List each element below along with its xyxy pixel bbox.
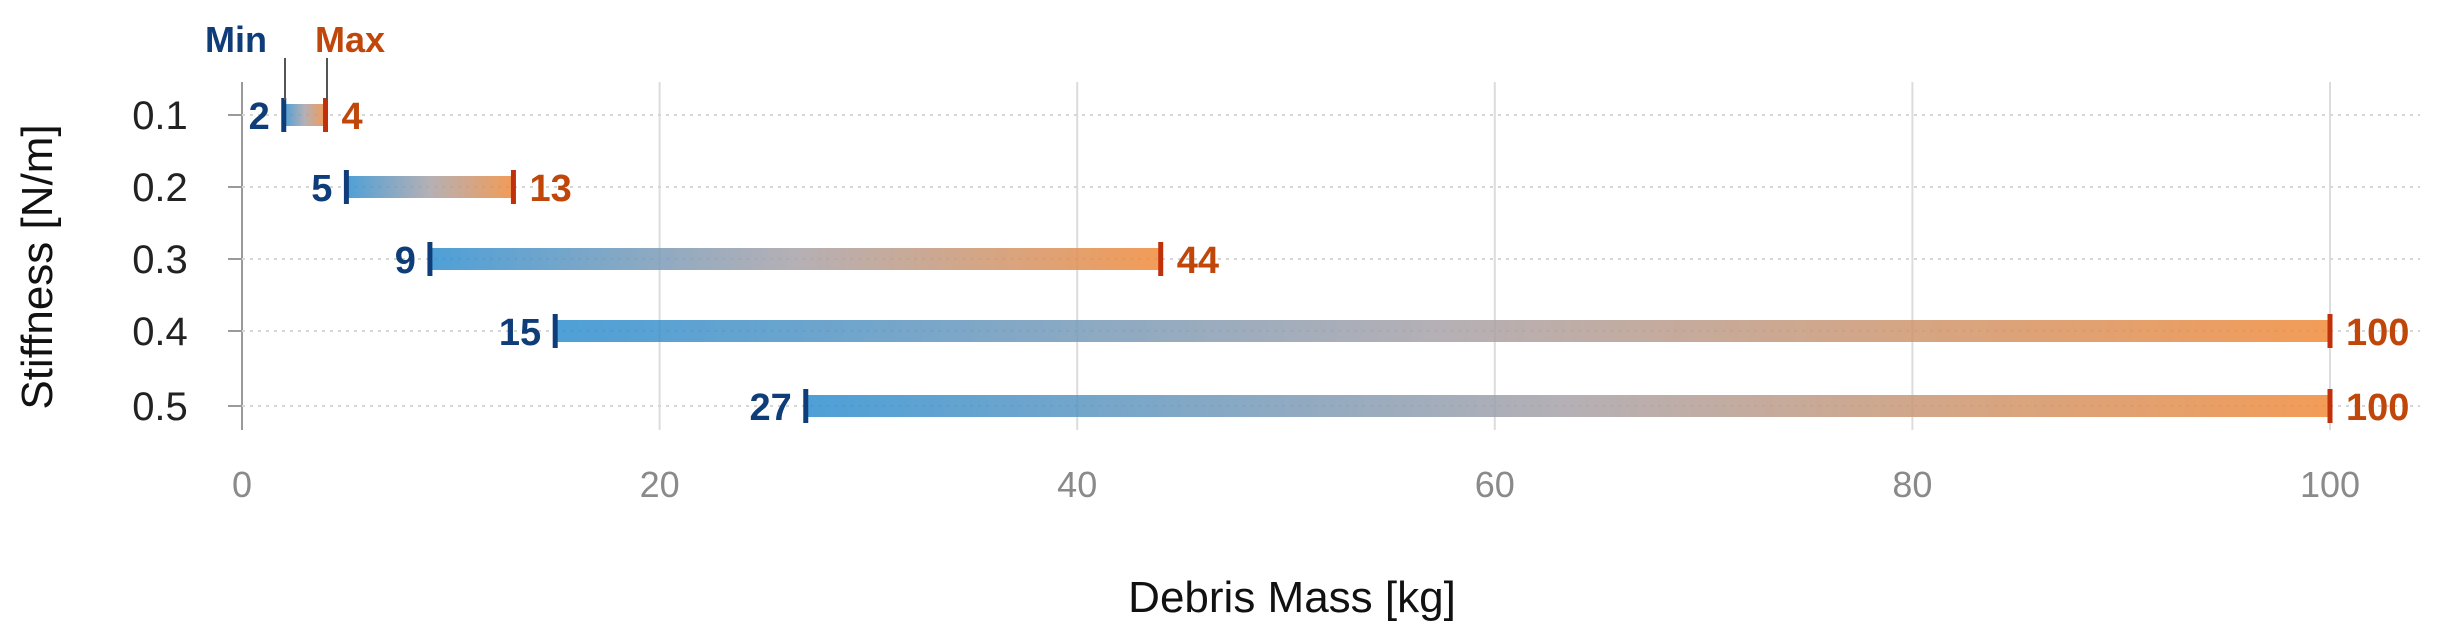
x-axis-title: Debris Mass [kg]: [1128, 573, 1456, 622]
legend-min-label: Min: [205, 19, 267, 60]
y-tick-label: 0.4: [132, 310, 188, 354]
max-value-label: 13: [529, 168, 571, 210]
min-value-label: 5: [311, 168, 332, 210]
y-tick-label: 0.2: [132, 166, 188, 210]
x-tick-label: 100: [2300, 464, 2360, 505]
x-tick-label: 0: [232, 464, 252, 505]
x-tick-label: 80: [1892, 464, 1932, 505]
y-tick-label: 0.3: [132, 238, 188, 282]
max-value-label: 100: [2346, 312, 2409, 354]
range-bar: [429, 248, 1161, 270]
max-value-label: 4: [342, 96, 363, 138]
y-tick-label: 0.5: [132, 385, 188, 429]
min-value-label: 2: [249, 96, 270, 138]
x-tick-label: 40: [1057, 464, 1097, 505]
range-bar: [346, 176, 514, 198]
min-value-label: 15: [499, 312, 541, 354]
legend-max-label: Max: [315, 19, 385, 60]
range-bar: [555, 320, 2331, 342]
bars: 2 45 13 9 44 15 100 27 100: [249, 96, 2410, 429]
range-bar: [805, 395, 2330, 417]
axes: 0 20 40 60 80 100 0.1 0.2 0.3 0.4 0.5: [132, 94, 2360, 505]
max-value-label: 100: [2346, 387, 2409, 429]
max-value-label: 44: [1177, 240, 1219, 282]
x-tick-label: 20: [640, 464, 680, 505]
y-tick-label: 0.1: [132, 94, 188, 138]
min-value-label: 27: [749, 387, 791, 429]
y-axis-title: Stiffness [N/m]: [13, 124, 62, 409]
range-bar: [283, 104, 326, 126]
legend: Min Max: [205, 19, 385, 100]
min-value-label: 9: [395, 240, 416, 282]
x-tick-label: 60: [1475, 464, 1515, 505]
